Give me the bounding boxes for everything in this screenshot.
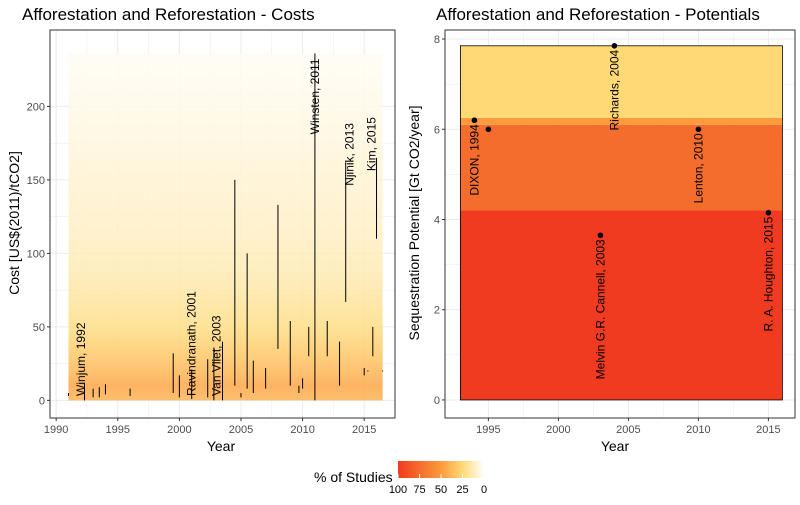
cost-x-tick-label: 1995 <box>106 424 130 436</box>
potential-density-band <box>460 210 783 400</box>
potential-study-point <box>695 126 702 133</box>
legend-tick-label: 100 <box>389 484 407 496</box>
potential-panel: Afforestation and Reforestation - Potent… <box>406 5 796 454</box>
potential-x-tick-label: 2015 <box>756 424 780 436</box>
potential-axis-ticks: 1995 2000 2005 2010 2015 0 2 4 6 8 <box>434 34 781 436</box>
legend-title: % of Studies <box>314 469 393 485</box>
potential-panel-border <box>444 29 796 419</box>
legend-tick-label: 75 <box>413 484 425 496</box>
cost-axis-ticks: 1990 1995 2000 2005 2010 2015 0 50 100 150 200 <box>27 101 377 436</box>
potential-study-label: Melvin G.R. Cannell, 2003 <box>593 239 607 379</box>
potential-y-tick-label: 0 <box>434 395 440 407</box>
potential-density-bands <box>459 45 783 401</box>
potential-study-point <box>611 42 618 49</box>
cost-panel: Afforestation and Reforestation - Costs … <box>6 5 396 454</box>
cost-study-label: Njinik, 2013 <box>342 123 356 186</box>
potential-study-point <box>471 117 478 124</box>
legend-colorbar <box>398 461 484 478</box>
cost-study-label: Winjum, 1992 <box>74 322 88 396</box>
cost-density-band <box>68 53 383 401</box>
cost-x-tick-label: 2000 <box>167 424 191 436</box>
potential-y-tick-label: 6 <box>434 124 440 136</box>
cost-density-fill <box>68 53 383 401</box>
cost-x-tick-label: 1990 <box>44 424 68 436</box>
legend-tick-label: 50 <box>435 484 447 496</box>
legend: % of Studies 100 75 50 25 0 <box>314 461 487 496</box>
potential-band-outline <box>459 45 783 401</box>
cost-study-label: Ravindranath, 2001 <box>185 291 199 396</box>
legend-tick-label: 0 <box>481 484 487 496</box>
cost-y-tick-label: 150 <box>27 175 45 187</box>
potential-y-axis-title: Sequestration Potential [Gt CO2/year] <box>406 105 422 340</box>
potential-x-tick-label: 1995 <box>476 424 500 436</box>
potential-study-label: R. A. Houghton, 2015 <box>761 216 775 331</box>
cost-y-tick-label: 100 <box>27 248 45 260</box>
potential-density-band <box>460 45 783 118</box>
cost-x-tick-label: 2010 <box>290 424 314 436</box>
cost-study-label: Winsten, 2011 <box>308 58 322 134</box>
cost-study-label: Van Vliet, 2003 <box>209 315 223 396</box>
potential-study-label: Lenton, 2010 <box>691 133 705 203</box>
cost-x-tick-label: 2015 <box>352 424 376 436</box>
potential-x-axis-title: Year <box>601 438 630 454</box>
legend-tick-label: 25 <box>456 484 468 496</box>
potential-points: DIXON, 1994 Melvin G.R. Cannell, 2003 Rich… <box>467 42 775 379</box>
potential-study-point <box>765 209 772 216</box>
potential-density-band <box>460 124 783 211</box>
potential-study-point <box>597 232 604 239</box>
potential-study-label: Richards, 2004 <box>607 49 621 130</box>
potential-x-tick-label: 2010 <box>686 424 710 436</box>
potential-study-label: DIXON, 1994 <box>467 124 481 196</box>
cost-chart-title: Afforestation and Reforestation - Costs <box>22 5 315 24</box>
cost-y-tick-label: 50 <box>33 322 45 334</box>
cost-segments <box>67 53 384 401</box>
potential-y-tick-label: 8 <box>434 34 440 46</box>
cost-study-label: Kim, 2015 <box>365 117 379 171</box>
potential-x-tick-label: 2005 <box>616 424 640 436</box>
cost-x-tick-label: 2005 <box>229 424 253 436</box>
potential-chart-title: Afforestation and Reforestation - Potent… <box>436 5 760 24</box>
cost-y-tick-label: 0 <box>39 395 45 407</box>
cost-y-axis-title: Cost [US$(2011)/tCO2] <box>6 151 22 295</box>
cost-y-tick-label: 200 <box>27 101 45 113</box>
potential-y-tick-label: 4 <box>434 214 440 226</box>
cost-annotations: Winjum, 1992 Ravindranath, 2001 Van Vliet,… <box>74 58 379 396</box>
potential-study-point <box>485 126 492 133</box>
potential-density-band <box>460 117 783 125</box>
potential-y-tick-label: 2 <box>434 305 440 317</box>
cost-panel-border <box>49 29 396 419</box>
potential-x-tick-label: 2000 <box>546 424 570 436</box>
legend-ticks: 100 75 50 25 0 <box>389 474 487 496</box>
cost-x-axis-title: Year <box>207 438 236 454</box>
